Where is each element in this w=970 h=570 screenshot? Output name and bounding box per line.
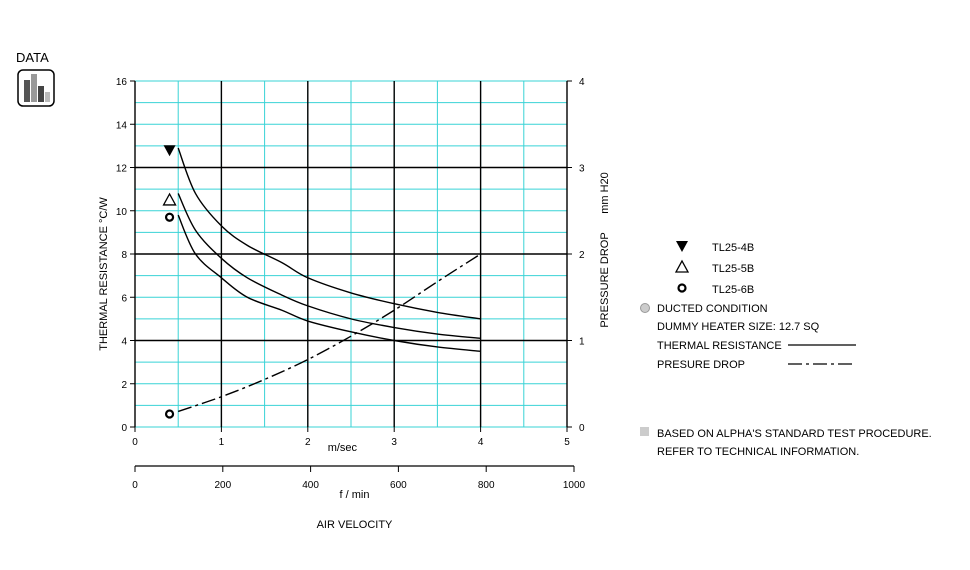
note-line: BASED ON ALPHA'S STANDARD TEST PROCEDURE… [657,428,932,440]
series-line-presure-drop [177,253,481,413]
chart-icon-bar [31,74,37,102]
data-logo: DATA [16,50,55,107]
y-left-tick-label: 8 [121,250,127,261]
y-left-tick-label: 16 [116,77,128,88]
y-left-tick-label: 0 [121,423,127,434]
x-primary-tick-label: 5 [564,437,570,448]
y-left-label: THERMAL RESISTANCE °C/W [98,197,110,351]
series-line-tl25-4b [177,147,481,320]
y-right-tick-label: 0 [579,423,585,434]
pressure-legend-label: PRESURE DROP [657,359,745,371]
series-marker-presure-drop [164,409,175,419]
y-left-tick-label: 2 [121,380,127,391]
x-secondary-tick-label: 400 [302,480,319,491]
x-primary-tick-label: 0 [132,437,138,448]
bullet-icon [640,303,650,313]
y-left-tick-label: 10 [116,207,128,218]
grid [134,80,568,428]
y-right-tick-label: 4 [579,77,585,88]
x-secondary-tick-label: 1000 [563,480,586,491]
series-marker-tl25-5b [162,192,177,206]
legend-entry-label: TL25-5B [712,263,754,275]
data-logo-label: DATA [16,50,49,65]
legend-marker [676,241,688,252]
y-left-tick-label: 4 [121,337,127,348]
note-line: REFER TO TECHNICAL INFORMATION. [657,446,859,458]
legend-marker [677,283,687,293]
y-right-label: PRESSURE DROP [599,232,611,327]
x-secondary-tick-label: 800 [478,480,495,491]
legend: TL25-4B TL25-5B TL25-6B DUCTED CONDITION D… [640,241,932,458]
series [162,145,481,419]
x-secondary-tick-label: 0 [132,480,138,491]
legend-entry-label: TL25-6B [712,284,754,296]
x-primary-tick-label: 1 [219,437,225,448]
x-primary-tick-label: 2 [305,437,311,448]
y-left-tick-label: 6 [121,293,127,304]
thermal-legend-label: THERMAL RESISTANCE [657,340,782,352]
x-primary-tick-label: 3 [391,437,397,448]
x-secondary-tick-label: 200 [214,480,231,491]
y-left-tick-label: 14 [116,120,128,131]
series-line-tl25-6b [177,214,481,353]
legend-marker [674,259,690,273]
series-line-tl25-5b [177,193,481,340]
chart-icon-bar [24,80,30,102]
x-axis-title: AIR VELOCITY [317,519,393,531]
y-left-tick-label: 12 [116,164,128,175]
series-marker-tl25-4b [163,145,176,157]
x-primary-tick-label: 4 [478,437,484,448]
x-secondary-label: f / min [340,489,370,501]
legend-entry-label: TL25-4B [712,242,754,254]
x-primary-label: m/sec [328,442,358,454]
x-secondary-tick-label: 600 [390,480,407,491]
y-right-tick-label: 2 [579,250,585,261]
note-bullet-icon [640,427,649,436]
chart-icon-bar [38,86,44,102]
series-marker-tl25-6b [164,212,175,222]
heater-size: DUMMY HEATER SIZE: 12.7 SQ [657,321,820,333]
condition-title: DUCTED CONDITION [657,303,768,315]
y-right-unit: mm H20 [599,172,611,214]
y-right-tick-label: 3 [579,164,585,175]
y-right-tick-label: 1 [579,337,585,348]
chart-icon-bar [45,92,50,102]
